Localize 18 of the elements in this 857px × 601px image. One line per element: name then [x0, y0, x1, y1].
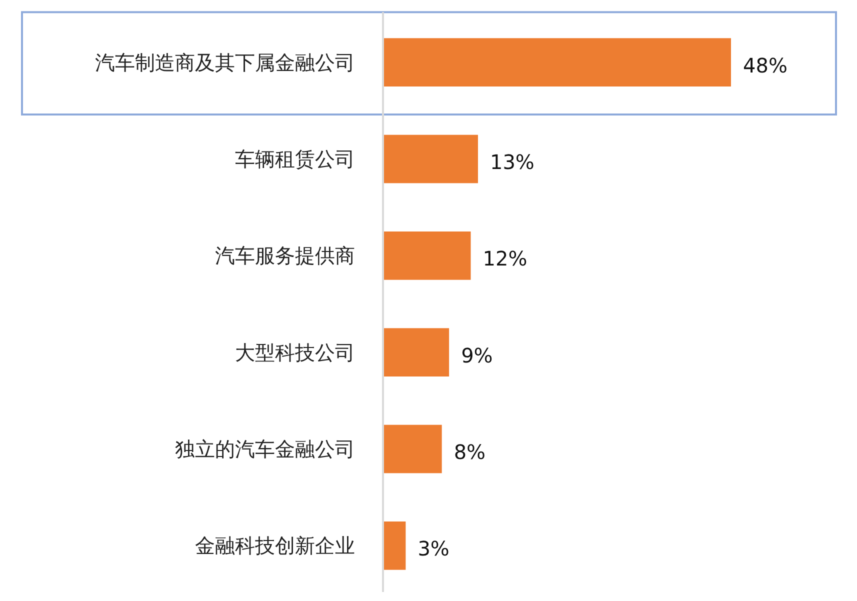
data-label: 9%	[461, 343, 493, 368]
bar	[384, 424, 442, 474]
bar	[384, 328, 450, 376]
data-label: 3%	[418, 536, 450, 561]
data-label: 8%	[454, 440, 486, 464]
bar	[384, 134, 478, 184]
y-tick-label: 大型科技公司	[235, 340, 355, 364]
y-tick-label: 汽车服务提供商	[215, 244, 355, 268]
data-label: 13%	[490, 150, 534, 174]
y-tick-label: 汽车制造商及其下属金融公司	[95, 50, 355, 74]
y-tick-label: 车辆租赁公司	[235, 147, 355, 171]
bar	[384, 38, 731, 86]
data-label: 48%	[743, 53, 788, 78]
bar	[384, 232, 471, 280]
bar	[384, 522, 406, 570]
y-tick-label: 金融科技创新企业	[195, 534, 355, 558]
y-tick-label: 独立的汽车金融公司	[175, 437, 355, 461]
data-label: 12%	[482, 246, 528, 271]
